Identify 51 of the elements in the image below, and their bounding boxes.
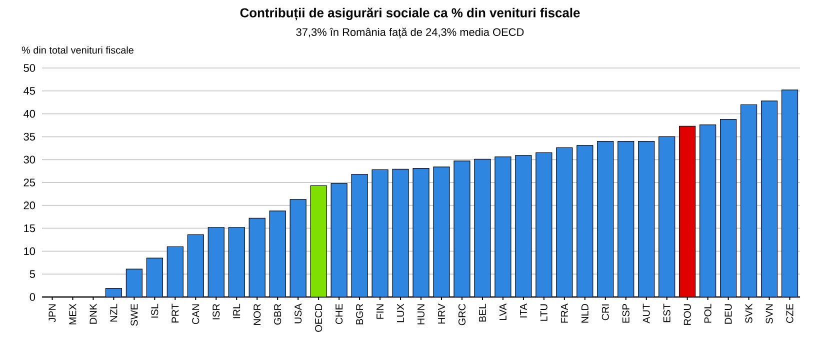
- x-tick-label: CHE: [336, 304, 343, 324]
- x-tick-label: CRI: [602, 304, 609, 320]
- x-tick-label: LUX: [397, 304, 404, 322]
- x-tick-label: GRC: [458, 304, 466, 326]
- chart-title: Contribuții de asigurări sociale ca % din venituri fiscale: [240, 8, 580, 20]
- x-tick-label: HRV: [438, 304, 445, 324]
- x-tick-label: ISR: [212, 304, 220, 320]
- y-tick-label: 25: [24, 178, 36, 186]
- x-tick-label: SVK: [745, 304, 752, 323]
- x-tick-label: LVA: [500, 304, 506, 320]
- x-tick-label: SWE: [130, 304, 138, 326]
- x-tick-label: HUN: [418, 304, 424, 324]
- x-tick-label: BGR: [356, 304, 364, 324]
- x-tick-label: ROU: [684, 304, 691, 325]
- x-tick-label: FRA: [560, 304, 568, 323]
- x-tick-label: MEX: [69, 304, 76, 324]
- x-tick-label: FIN: [376, 304, 384, 319]
- x-tick-label: EST: [663, 304, 670, 322]
- x-tick-label: IRL: [233, 304, 240, 318]
- x-tick-label: POL: [704, 304, 712, 323]
- y-tick-label: 5: [30, 270, 36, 278]
- x-tick-label: NLD: [581, 304, 588, 323]
- x-tick-label: JPN: [48, 304, 56, 322]
- x-tick-label: AUT: [642, 304, 650, 324]
- x-tick-label: NOR: [254, 304, 261, 325]
- y-tick-label: 20: [24, 202, 36, 210]
- x-tick-label: NZL: [110, 304, 118, 322]
- y-axis-title: % din total venituri fiscale: [22, 46, 134, 54]
- x-tick-label: DNK: [90, 304, 97, 324]
- y-tick-label: 10: [24, 247, 36, 256]
- x-tick-label: CZE: [786, 304, 794, 323]
- y-tick-label: 50: [24, 64, 36, 72]
- chart-subtitle: 37,3% în România față de 24,3% media OECD: [296, 28, 524, 38]
- x-tick-label: SVN: [766, 304, 773, 324]
- y-tick-label: 15: [24, 224, 36, 232]
- x-tick-label: BEL: [479, 304, 486, 322]
- y-tick-label: 0: [30, 293, 36, 301]
- x-tick-label: GBR: [274, 304, 282, 325]
- y-tick-label: 40: [24, 110, 36, 118]
- x-tick-label: USA: [294, 304, 302, 324]
- x-tick-label: ITA: [520, 304, 527, 318]
- x-tick-label: PRT: [172, 304, 179, 322]
- y-tick-label: 30: [24, 156, 36, 164]
- x-tick-label: ISL: [151, 304, 158, 318]
- x-tick-label: DEU: [724, 304, 732, 324]
- x-tick-label: LTU: [540, 304, 548, 321]
- x-tick-label: ESP: [622, 304, 630, 323]
- x-tick-label: OECD: [315, 304, 322, 332]
- x-tick-label: CAN: [192, 304, 200, 324]
- y-tick-label: 45: [24, 87, 36, 95]
- y-tick-label: 35: [24, 132, 36, 141]
